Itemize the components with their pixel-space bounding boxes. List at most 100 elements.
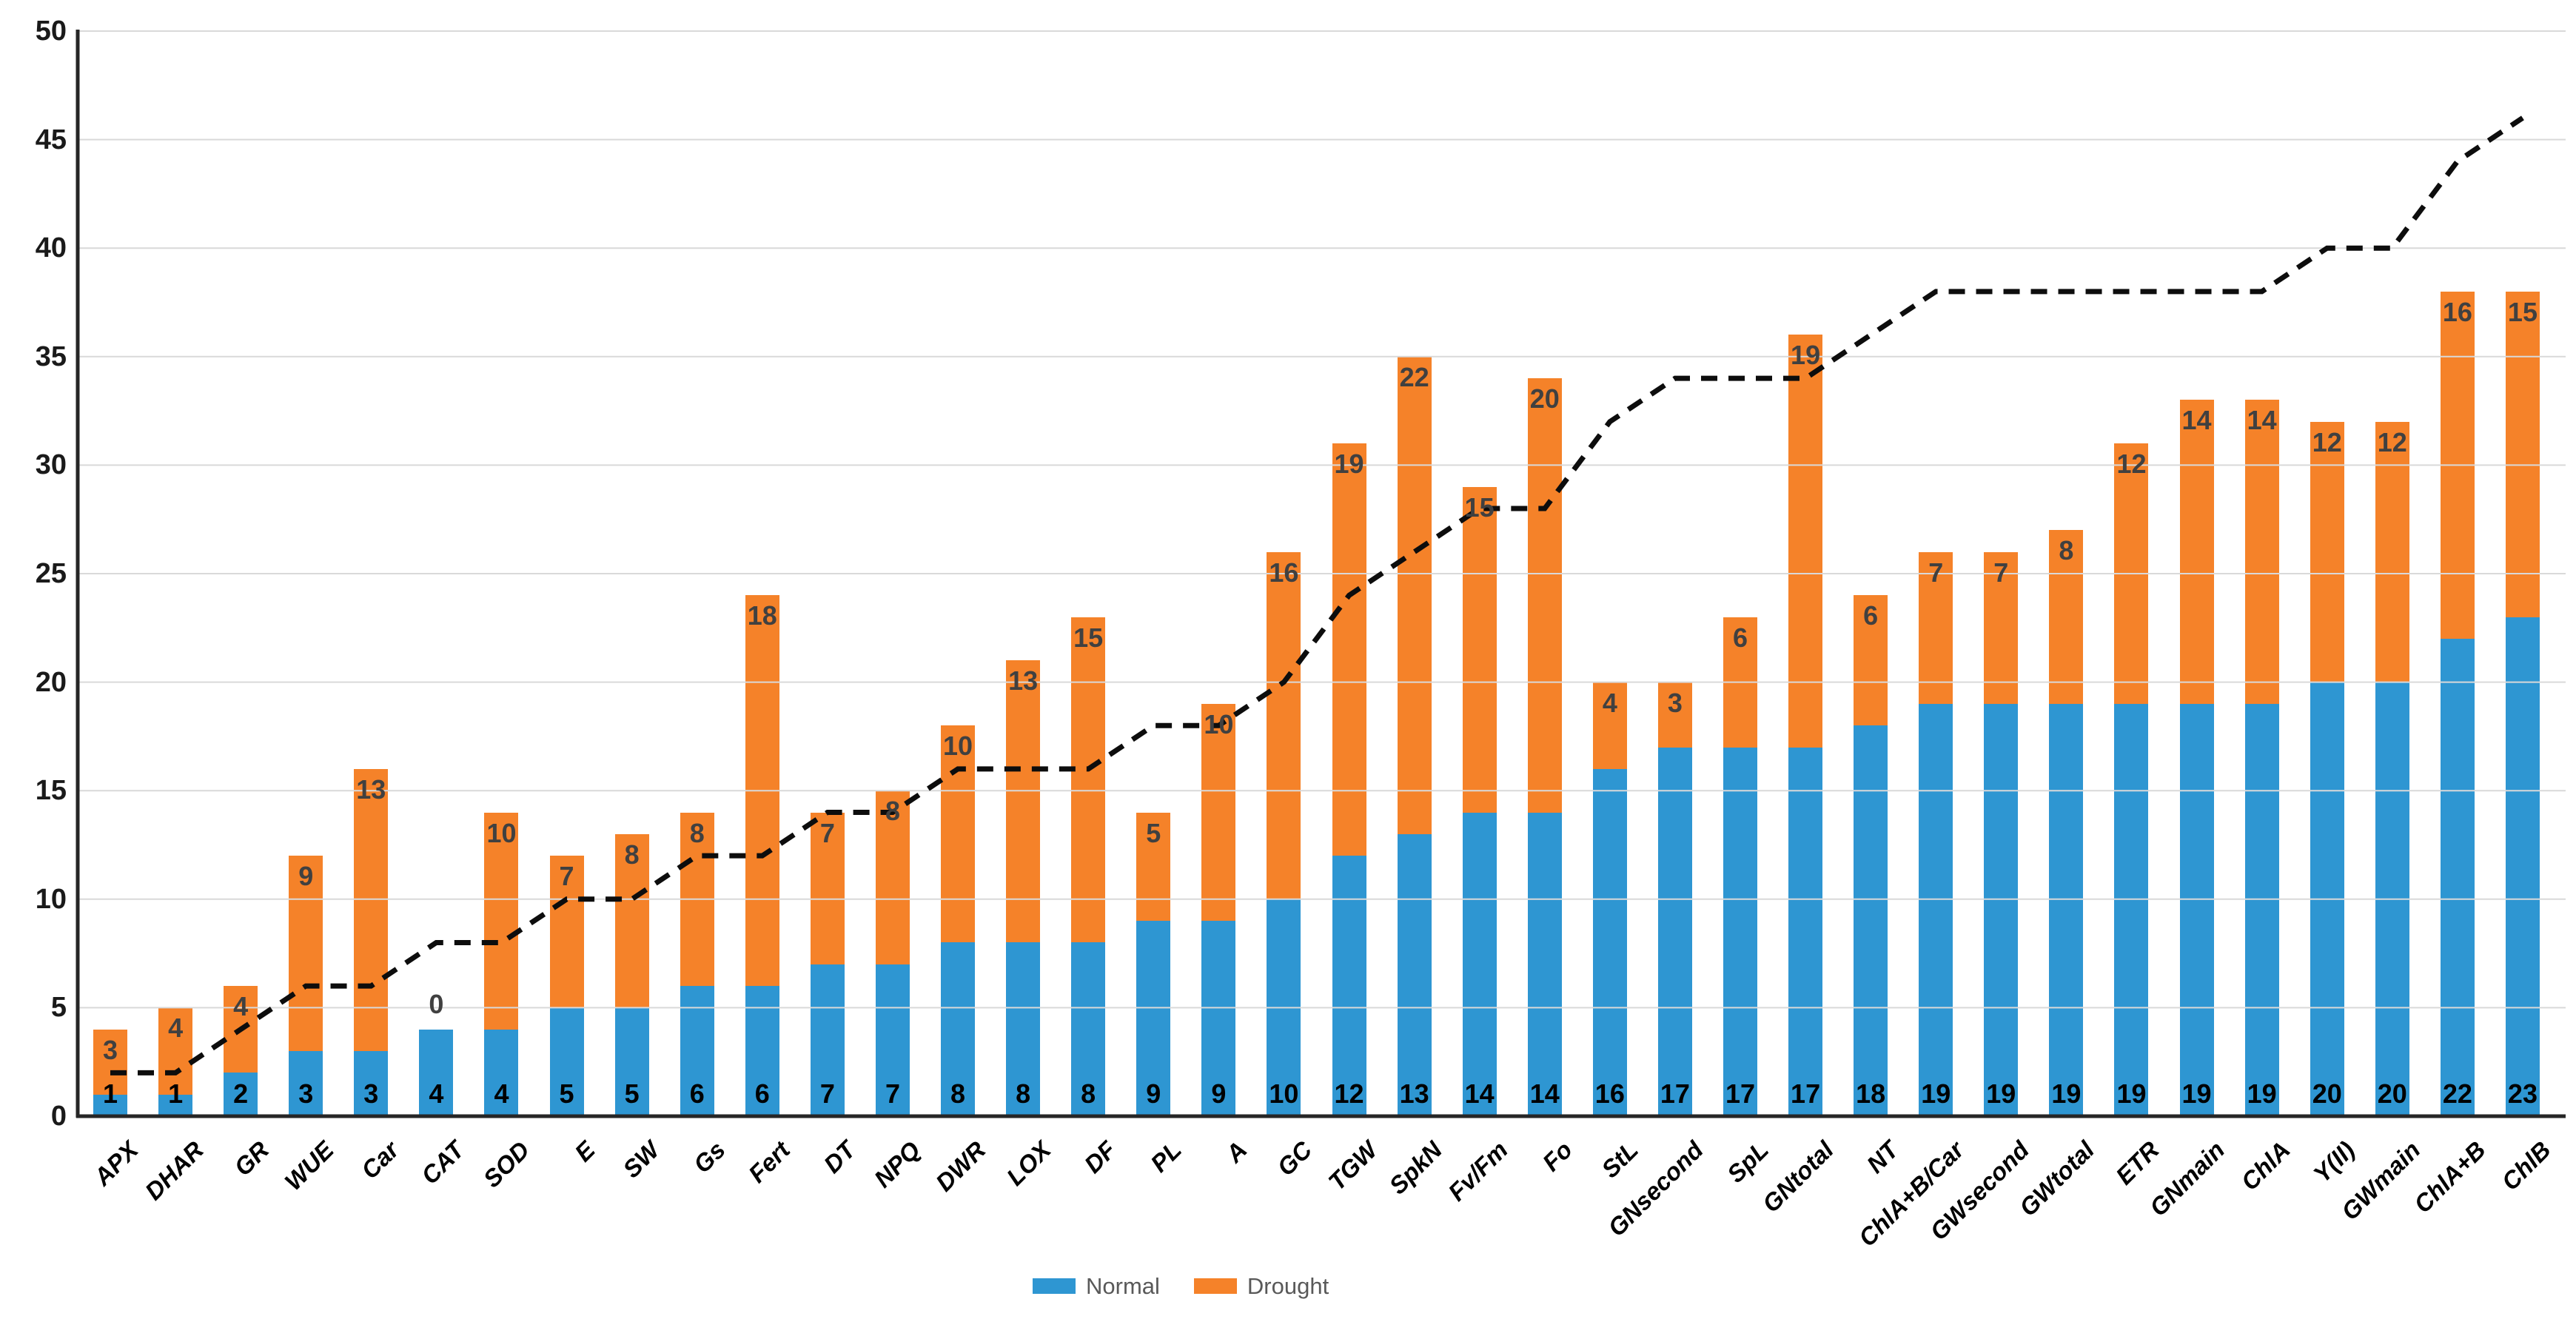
bar-drought-Fv/Fm (1462, 486, 1497, 813)
x-tick-label-APX: APX (88, 1135, 144, 1191)
label-normal-ChlA: 19 (2247, 1078, 2277, 1109)
bar-normal-Fo (1527, 812, 1562, 1116)
label-normal-NT: 18 (1856, 1078, 1886, 1109)
y-tick-label-35: 35 (35, 340, 67, 372)
bar-normal-SpkN (1397, 833, 1432, 1116)
bar-normal-GWsecond (1984, 703, 2019, 1116)
label-normal-APX: 1 (102, 1078, 118, 1109)
x-tick-label-SW: SW (617, 1135, 665, 1184)
label-drought-ChlB: 15 (2507, 296, 2538, 327)
bar-normal-GWmain (2375, 682, 2409, 1116)
label-drought-NT: 6 (1863, 600, 1879, 631)
label-normal-ChlA+B: 22 (2442, 1078, 2472, 1109)
legend-swatch-drought (1193, 1278, 1237, 1294)
label-normal-Fert: 6 (754, 1078, 770, 1109)
label-normal-GNmain: 19 (2181, 1078, 2212, 1109)
bar-normal-GNsecond (1657, 747, 1692, 1116)
bar-normal-ChlA+B (2440, 638, 2475, 1116)
x-tick-label-ChlA: ChlA (2235, 1135, 2295, 1196)
x-tick-label-DHAR: DHAR (139, 1135, 209, 1206)
y-tick-label-40: 40 (35, 232, 67, 264)
label-normal-GR: 2 (233, 1078, 249, 1109)
x-tick-label-GR: GR (228, 1135, 274, 1181)
label-normal-ETR: 19 (2116, 1078, 2147, 1109)
label-normal-DWR: 8 (950, 1078, 966, 1109)
bar-drought-ChlA (2244, 400, 2279, 704)
label-normal-E: 5 (559, 1078, 574, 1109)
x-tick-label-LOX: LOX (1001, 1135, 1056, 1191)
x-tick-label-Y(II): Y(II) (2308, 1135, 2361, 1188)
bar-normal-GNtotal (1788, 747, 1823, 1116)
bar-drought-Fo (1527, 378, 1562, 813)
label-drought-GWtotal: 8 (2059, 535, 2074, 566)
x-tick-label-ChlA+B: ChlA+B (2408, 1135, 2491, 1218)
label-normal-ChlA+B/Car: 19 (1921, 1078, 1951, 1109)
label-normal-GNsecond: 17 (1660, 1078, 1690, 1109)
bar-drought-SpkN (1397, 356, 1432, 834)
x-tick-label-SOD: SOD (477, 1135, 535, 1193)
legend-label-drought: Drought (1247, 1273, 1329, 1299)
label-drought-GNtotal: 19 (1791, 340, 1821, 371)
label-normal-DT: 7 (819, 1078, 835, 1109)
bar-drought-ChlA+B (2440, 291, 2475, 639)
label-normal-StL: 16 (1594, 1078, 1625, 1109)
label-normal-ChlB: 23 (2507, 1078, 2538, 1109)
label-normal-A: 9 (1211, 1078, 1227, 1109)
label-drought-GR: 4 (233, 991, 249, 1022)
bar-normal-StL (1592, 768, 1627, 1116)
bar-normal-GWtotal (2049, 703, 2084, 1116)
bar-drought-Fert (745, 595, 779, 987)
y-tick-label-30: 30 (35, 449, 67, 481)
legend-item-drought: Drought (1193, 1273, 1329, 1299)
bar-normal-APX (93, 1094, 127, 1116)
label-drought-PL: 5 (1146, 817, 1161, 848)
label-drought-A: 10 (1204, 708, 1234, 739)
bar-normal-GNmain (2179, 703, 2214, 1116)
x-tick-label-DWR: DWR (930, 1135, 991, 1197)
legend-label-normal: Normal (1086, 1273, 1160, 1299)
bar-normal-GR (224, 1073, 258, 1116)
bar-normal-ChlA (2244, 703, 2279, 1116)
label-normal-SpL: 17 (1725, 1078, 1756, 1109)
x-tick-label-A: A (1220, 1135, 1252, 1168)
bar-normal-Fv/Fm (1462, 812, 1497, 1116)
bar-drought-Car (354, 768, 389, 1052)
y-tick-label-5: 5 (50, 992, 67, 1024)
x-tick-label-NT: NT (1861, 1135, 1904, 1178)
x-tick-label-Gs: Gs (688, 1135, 731, 1178)
label-normal-Fv/Fm: 14 (1464, 1078, 1495, 1109)
y-tick-label-10: 10 (35, 883, 67, 915)
x-tick-label-E: E (568, 1135, 600, 1167)
x-tick-label-Fv/Fm: Fv/Fm (1442, 1135, 1513, 1206)
label-drought-GC: 16 (1269, 557, 1299, 588)
label-drought-DF: 15 (1073, 622, 1104, 653)
bar-normal-Y(II) (2310, 682, 2344, 1116)
x-tick-label-NPQ: NPQ (868, 1135, 926, 1193)
x-tick-label-PL: PL (1145, 1135, 1187, 1178)
label-normal-GWtotal: 19 (2051, 1078, 2082, 1109)
label-drought-TGW: 19 (1334, 449, 1364, 480)
label-drought-DWR: 10 (943, 731, 973, 762)
y-tick-label-25: 25 (35, 558, 67, 589)
label-normal-TGW: 12 (1334, 1078, 1364, 1109)
x-tick-label-Fo: Fo (1537, 1135, 1578, 1177)
label-drought-GNsecond: 3 (1667, 687, 1683, 718)
bar-drought-TGW (1332, 443, 1366, 856)
label-drought-ETR: 12 (2116, 449, 2147, 480)
chart-legend: Normal Drought (1033, 1275, 1329, 1298)
label-drought-WUE: 9 (298, 861, 314, 892)
x-tick-label-SpL: SpL (1721, 1135, 1774, 1188)
bar-drought-LOX (1006, 660, 1041, 943)
label-normal-DF: 8 (1081, 1078, 1096, 1109)
x-tick-label-ETR: ETR (2110, 1135, 2165, 1190)
x-tick-label-GNtotal: GNtotal (1757, 1135, 1839, 1218)
bar-drought-GNmain (2179, 400, 2214, 704)
bar-drought-ChlB (2505, 291, 2540, 617)
bar-drought-GWmain (2375, 421, 2409, 682)
x-tick-label-WUE: WUE (279, 1135, 339, 1196)
label-normal-Fo: 14 (1529, 1078, 1560, 1109)
label-drought-SpkN: 22 (1399, 361, 1429, 392)
label-normal-SpkN: 13 (1399, 1078, 1429, 1109)
x-tick-label-StL: StL (1595, 1135, 1643, 1184)
label-normal-GNtotal: 17 (1791, 1078, 1821, 1109)
